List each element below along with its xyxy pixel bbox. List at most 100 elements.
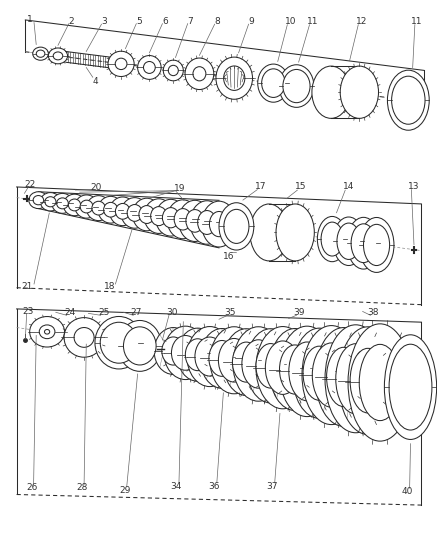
Ellipse shape xyxy=(195,337,225,376)
Text: 2: 2 xyxy=(68,17,74,26)
Ellipse shape xyxy=(144,61,155,74)
Ellipse shape xyxy=(289,342,325,401)
Ellipse shape xyxy=(45,329,49,334)
Ellipse shape xyxy=(95,317,143,369)
Ellipse shape xyxy=(388,70,429,130)
Ellipse shape xyxy=(186,209,204,232)
Ellipse shape xyxy=(327,348,360,407)
Ellipse shape xyxy=(292,328,346,418)
Ellipse shape xyxy=(41,326,53,337)
Text: 11: 11 xyxy=(307,17,318,26)
Ellipse shape xyxy=(29,192,48,208)
Ellipse shape xyxy=(209,341,235,376)
Ellipse shape xyxy=(162,207,179,228)
Ellipse shape xyxy=(265,341,300,394)
Text: 22: 22 xyxy=(24,180,35,189)
Ellipse shape xyxy=(359,217,394,272)
Ellipse shape xyxy=(30,317,64,347)
Text: 36: 36 xyxy=(208,481,219,490)
Ellipse shape xyxy=(210,327,258,394)
Ellipse shape xyxy=(389,344,432,430)
Ellipse shape xyxy=(209,212,229,237)
Ellipse shape xyxy=(92,201,105,215)
Text: 24: 24 xyxy=(64,308,75,317)
Text: 14: 14 xyxy=(343,182,354,191)
Ellipse shape xyxy=(164,326,207,379)
Ellipse shape xyxy=(337,223,360,260)
Ellipse shape xyxy=(318,216,347,262)
Ellipse shape xyxy=(312,343,350,407)
Ellipse shape xyxy=(53,52,63,60)
Ellipse shape xyxy=(100,322,138,363)
Ellipse shape xyxy=(223,329,269,395)
Ellipse shape xyxy=(151,207,167,225)
Ellipse shape xyxy=(138,55,161,79)
Text: 18: 18 xyxy=(104,282,116,291)
Text: 7: 7 xyxy=(187,17,193,26)
Text: 12: 12 xyxy=(356,17,367,26)
Ellipse shape xyxy=(333,217,364,265)
Ellipse shape xyxy=(155,199,186,236)
Ellipse shape xyxy=(250,204,288,261)
Ellipse shape xyxy=(279,345,310,394)
Text: 19: 19 xyxy=(174,183,186,192)
Ellipse shape xyxy=(302,326,361,425)
Text: 37: 37 xyxy=(266,481,278,490)
Ellipse shape xyxy=(162,337,185,365)
Text: 10: 10 xyxy=(285,17,296,26)
Text: 35: 35 xyxy=(225,308,236,317)
Ellipse shape xyxy=(190,201,224,244)
Ellipse shape xyxy=(163,60,184,81)
Text: 6: 6 xyxy=(162,17,168,26)
Ellipse shape xyxy=(224,209,249,244)
Text: 25: 25 xyxy=(98,308,110,317)
Text: 34: 34 xyxy=(171,481,182,490)
Ellipse shape xyxy=(256,344,285,388)
Ellipse shape xyxy=(364,224,390,265)
Ellipse shape xyxy=(340,66,378,118)
Ellipse shape xyxy=(233,327,284,401)
Text: 21: 21 xyxy=(22,282,33,291)
Ellipse shape xyxy=(187,327,233,386)
Ellipse shape xyxy=(336,344,376,414)
Text: 1: 1 xyxy=(27,15,32,25)
Ellipse shape xyxy=(351,224,376,263)
Ellipse shape xyxy=(174,208,191,230)
Ellipse shape xyxy=(74,327,94,348)
Text: 3: 3 xyxy=(102,17,107,26)
Text: 27: 27 xyxy=(131,308,142,317)
Ellipse shape xyxy=(115,204,130,219)
Text: 23: 23 xyxy=(23,307,34,316)
Ellipse shape xyxy=(312,66,350,118)
Ellipse shape xyxy=(185,339,210,370)
Text: 26: 26 xyxy=(26,483,38,492)
Ellipse shape xyxy=(179,200,211,241)
Ellipse shape xyxy=(261,69,285,98)
Ellipse shape xyxy=(350,349,385,413)
Ellipse shape xyxy=(171,335,199,370)
Ellipse shape xyxy=(86,196,111,221)
Ellipse shape xyxy=(52,193,73,213)
Text: 28: 28 xyxy=(76,483,88,492)
Ellipse shape xyxy=(57,198,68,209)
Text: 9: 9 xyxy=(248,17,254,26)
Ellipse shape xyxy=(154,328,192,375)
Ellipse shape xyxy=(303,346,336,400)
Ellipse shape xyxy=(200,328,244,389)
Ellipse shape xyxy=(279,65,314,107)
Text: 39: 39 xyxy=(294,308,305,317)
Ellipse shape xyxy=(64,318,104,357)
Ellipse shape xyxy=(168,66,178,76)
Ellipse shape xyxy=(233,342,260,382)
Ellipse shape xyxy=(124,327,156,365)
Ellipse shape xyxy=(347,217,380,269)
Ellipse shape xyxy=(177,328,218,381)
Ellipse shape xyxy=(256,327,310,409)
Text: 20: 20 xyxy=(91,183,102,192)
Ellipse shape xyxy=(258,64,289,102)
Ellipse shape xyxy=(33,47,48,60)
Ellipse shape xyxy=(48,48,67,64)
Ellipse shape xyxy=(315,328,372,426)
Ellipse shape xyxy=(39,325,55,338)
Ellipse shape xyxy=(224,66,245,91)
